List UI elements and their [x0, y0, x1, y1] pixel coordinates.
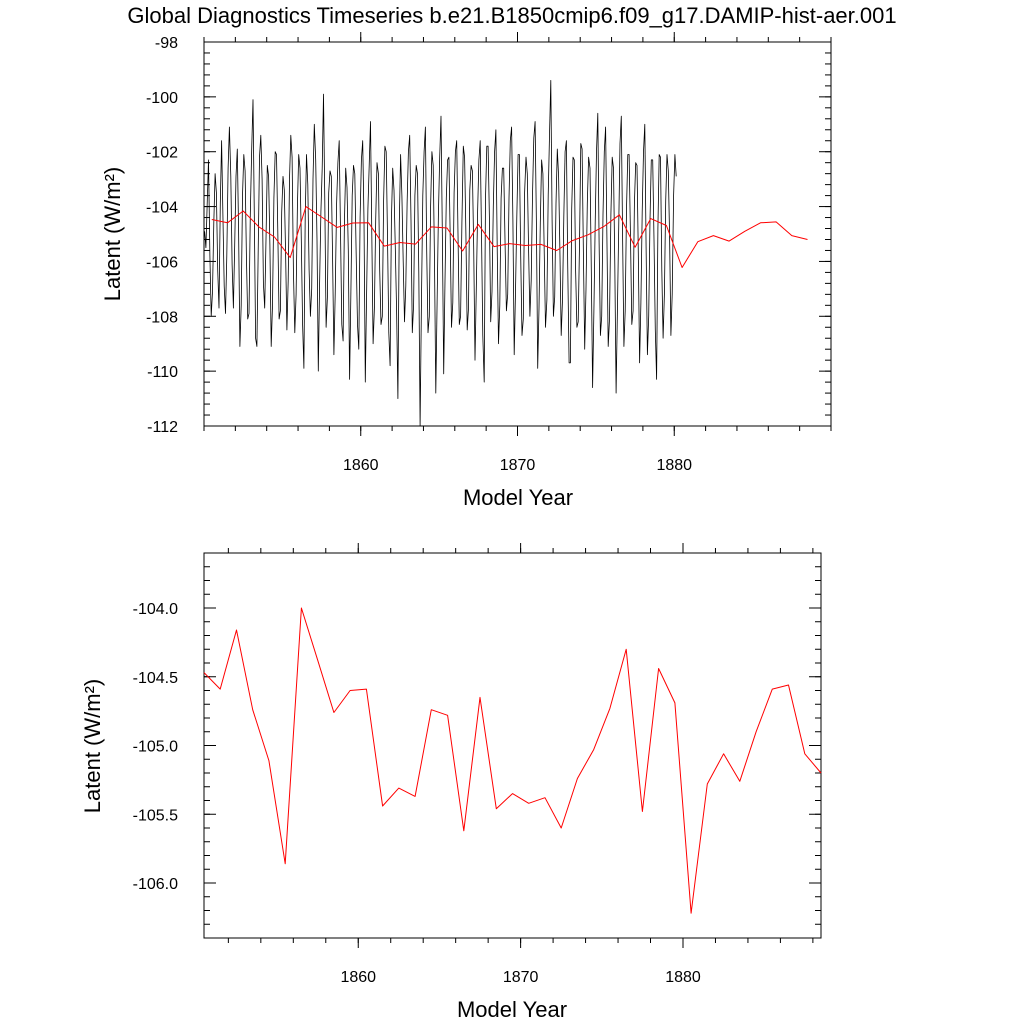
y-tick-label: -98: [155, 35, 178, 52]
axis-ticks: [204, 543, 821, 948]
axis-ticks: [203, 32, 832, 436]
annual-mean-panel: -106.0-105.5-105.0-104.5-104.0 1860 1870 1…: [80, 543, 822, 1022]
x-tick-label: 1880: [665, 969, 701, 986]
x-axis-label: Model Year: [463, 485, 573, 510]
y-tick-label: -102: [146, 145, 178, 162]
data-lines: [203, 607, 822, 914]
y-tick-label: -106: [146, 254, 178, 271]
x-tick-labels: 1860 1870 1880: [340, 969, 700, 986]
x-tick-label: 1860: [340, 969, 376, 986]
timeseries-panel-monthly-and-annual: -112 -110 -108 -106 -104 -102 -100 -98 1860 1870…: [100, 32, 832, 510]
figure-title: Global Diagnostics Timeseries b.e21.B185…: [127, 3, 896, 28]
y-tick-labels: -106.0 -105.5 -105.0 -104.5 -104.0: [133, 601, 178, 893]
y-axis-label: Latent (W/m²): [100, 167, 125, 301]
plot-frame: [203, 552, 822, 939]
x-axis-label: Model Year: [457, 997, 567, 1022]
y-tick-label: -100: [146, 90, 178, 107]
x-tick-label: 1860: [343, 457, 379, 474]
monthly-line: [204, 80, 677, 427]
y-tick-label: -105.5: [133, 807, 178, 824]
y-tick-label: -108: [146, 309, 178, 326]
y-tick-label: -104: [146, 200, 178, 217]
x-tick-labels: 1860 1870 1880: [343, 457, 692, 474]
y-tick-label: -106.0: [133, 876, 178, 893]
y-tick-label: -105.0: [133, 739, 178, 756]
plot-frame: [203, 41, 832, 427]
x-tick-label: 1880: [656, 457, 692, 474]
annual-mean-line: [203, 607, 822, 914]
y-tick-label: -104.5: [133, 670, 178, 687]
y-axis-label: Latent (W/m²): [80, 679, 105, 813]
annual-mean-line: [211, 206, 808, 268]
x-tick-label: 1870: [503, 969, 539, 986]
x-tick-label: 1870: [500, 457, 536, 474]
y-tick-label: -104.0: [133, 601, 178, 618]
y-tick-label: -110: [147, 364, 178, 381]
y-tick-label: -112: [147, 419, 178, 436]
data-lines: [204, 80, 808, 427]
y-tick-labels: -112 -110 -108 -106 -104 -102 -100 -98: [146, 35, 178, 436]
